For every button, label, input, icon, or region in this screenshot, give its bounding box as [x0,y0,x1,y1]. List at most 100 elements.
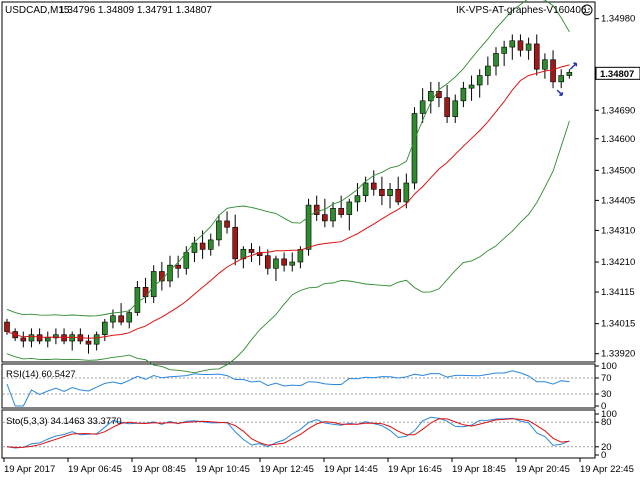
bullish-candle[interactable] [501,46,507,54]
main-chart-panel[interactable] [1,1,596,363]
bullish-candle[interactable] [485,65,491,76]
time-tick-label: 19 Apr 20:45 [516,464,570,475]
symbol-timeframe: USDCAD,M15 [5,5,70,16]
current-price-label: 1.34807 [600,69,634,80]
bearish-candle[interactable] [444,97,450,117]
bullish-candle[interactable] [542,59,548,70]
current-price-box [595,66,640,80]
bullish-candle[interactable] [102,321,108,336]
bullish-candle[interactable] [476,75,483,86]
rsi-panel[interactable] [1,363,596,409]
time-tick-label: 19 Apr 18:45 [452,464,506,475]
bullish-candle[interactable] [354,195,361,203]
bearish-candle[interactable] [232,226,238,260]
candles-layer [4,34,573,354]
stoch-tick-label: 0 [601,450,606,461]
bullish-candle[interactable] [191,242,198,253]
stoch-signal-line [6,418,570,448]
bullish-candle[interactable] [273,258,279,269]
time-tick-label: 19 Apr 16:45 [388,464,442,475]
bullish-candle[interactable] [362,182,369,196]
bearish-candle[interactable] [517,40,524,51]
stochastic-panel[interactable] [1,409,596,459]
bearish-candle[interactable] [20,337,27,342]
bullish-candle[interactable] [240,249,247,260]
bearish-candle[interactable] [281,258,287,266]
bullish-candle[interactable] [28,334,35,342]
bearish-candle[interactable] [85,340,92,345]
bullish-candle[interactable] [558,75,565,83]
bullish-candle[interactable] [297,249,304,263]
bullish-candle[interactable] [69,334,75,342]
bullish-candle[interactable] [460,87,467,102]
bollinger-lower-band [6,120,570,374]
bullish-candle[interactable] [44,337,51,342]
bollinger-upper-band [6,0,570,317]
trend-arrow-icon [569,62,578,70]
bullish-candle[interactable] [330,207,336,222]
bearish-candle[interactable] [313,204,320,215]
bullish-candle[interactable] [387,189,393,196]
bearish-candle[interactable] [338,207,344,215]
bullish-candle[interactable] [305,204,312,250]
bullish-candle[interactable] [126,312,133,323]
bearish-candle[interactable] [248,249,255,253]
price-axis[interactable]: 1.34980 1.34690 1.34600 1.34500 1.34405 1.343… [595,14,640,360]
price-tick-label: 1.34980 [601,14,635,25]
bearish-candle[interactable] [175,264,181,269]
bearish-candle[interactable] [224,220,230,228]
rsi-line [6,370,570,407]
bullish-candle[interactable] [566,72,573,76]
bearish-candle[interactable] [370,182,377,190]
expert-advisor-label: IK-VPS-AT-graphes-V160406 [456,5,587,16]
bullish-candle[interactable] [509,40,516,48]
bullish-candle[interactable] [53,334,59,339]
price-tick-label: 1.34405 [601,195,635,206]
bullish-candle[interactable] [525,43,532,51]
bullish-candle[interactable] [403,182,410,203]
price-tick-label: 1.34115 [601,287,635,298]
bullish-candle[interactable] [134,287,141,313]
bullish-candle[interactable] [93,334,100,345]
bullish-candle[interactable] [493,53,499,67]
rsi-label: RSI(14) 60.5427 [6,369,76,380]
bearish-candle[interactable] [264,255,271,269]
bullish-candle[interactable] [411,113,418,184]
bullish-candle[interactable] [167,264,173,282]
bearish-candle[interactable] [379,189,385,196]
bullish-candle[interactable] [452,100,459,117]
rsi-tick-label: 100 [601,361,617,372]
bullish-candle[interactable] [427,91,434,102]
bearish-candle[interactable] [118,315,124,323]
time-tick-label: 19 Apr 2017 [4,464,55,475]
time-axis[interactable]: 19 Apr 2017 19 Apr 06:45 19 Apr 08:45 19 Ap… [3,458,634,475]
rsi-tick-label: 30 [601,389,612,400]
stoch-tick-label: 100 [601,409,617,420]
bullish-candle[interactable] [289,261,296,266]
bearish-candle[interactable] [533,43,540,70]
moving-average-line [6,64,570,339]
ohlc-readout: 1.34796 1.34809 1.34791 1.34807 [59,5,212,16]
bullish-candle[interactable] [207,239,214,250]
time-tick-label: 19 Apr 12:45 [260,464,314,475]
buy-arrow-icon [556,89,563,96]
bearish-candle[interactable] [36,334,43,342]
bearish-candle[interactable] [436,91,442,98]
bearish-candle[interactable] [550,59,556,83]
bullish-candle[interactable] [110,315,116,323]
stochastic-label: Sto(5,3,3) 34.1463 33.3770 [6,416,122,427]
bearish-candle[interactable] [322,214,328,222]
bullish-candle[interactable] [216,220,222,241]
bearish-candle[interactable] [4,321,10,332]
bullish-candle[interactable] [468,84,475,89]
smiley-icon[interactable] [581,4,593,16]
indicator-overlays [6,0,578,374]
bearish-candle[interactable] [199,242,206,250]
time-tick-label: 19 Apr 14:45 [324,464,378,475]
bullish-candle[interactable] [419,100,426,114]
bearish-candle[interactable] [395,189,402,203]
bullish-candle[interactable] [346,201,353,215]
